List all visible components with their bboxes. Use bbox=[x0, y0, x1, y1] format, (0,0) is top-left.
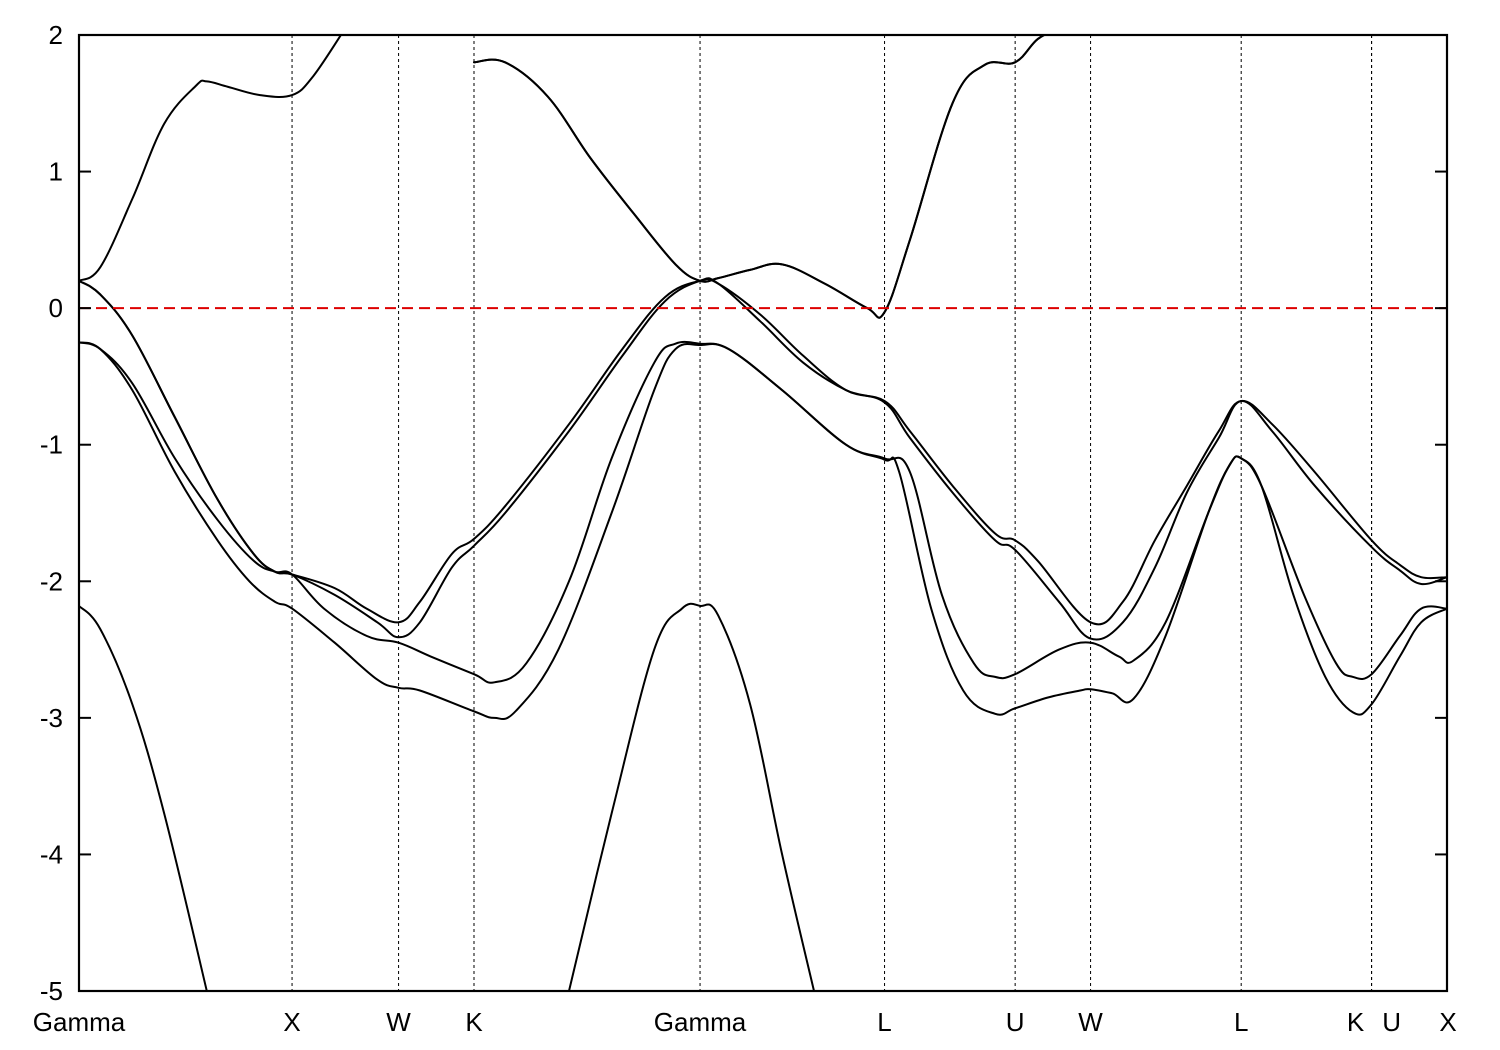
x-tick-label-11: X bbox=[1439, 1007, 1456, 1037]
y-tick-label-0: 2 bbox=[49, 20, 63, 50]
x-tick-label-7: W bbox=[1078, 1007, 1103, 1037]
band-line-1 bbox=[568, 602, 815, 991]
x-tick-label-2: W bbox=[386, 1007, 411, 1037]
y-tick-label-1: 1 bbox=[49, 157, 63, 187]
x-tick-label-3: K bbox=[465, 1007, 483, 1037]
y-tick-label-4: -2 bbox=[40, 566, 63, 596]
x-tick-label-6: U bbox=[1006, 1007, 1025, 1037]
y-tick-label-3: -1 bbox=[40, 430, 63, 460]
x-tick-label-4: Gamma bbox=[654, 1007, 747, 1037]
x-tick-label-8: L bbox=[1234, 1007, 1248, 1037]
y-tick-label-5: -3 bbox=[40, 703, 63, 733]
y-tick-label-7: -5 bbox=[40, 976, 63, 1006]
band-line-3 bbox=[79, 340, 1447, 684]
x-tick-label-9: K bbox=[1347, 1007, 1365, 1037]
x-axis-ticks: Gamma X W K Gamma L U W L K U X bbox=[33, 1007, 1457, 1037]
band-line-6 bbox=[79, 35, 343, 282]
x-tick-label-5: L bbox=[877, 1007, 891, 1037]
y-axis-ticks: 2 1 0 -1 -2 -3 -4 -5 bbox=[40, 20, 1447, 1006]
band-line-2 bbox=[79, 341, 1447, 721]
x-tick-label-1: X bbox=[283, 1007, 300, 1037]
band-line-5 bbox=[79, 277, 1447, 626]
y-tick-label-6: -4 bbox=[40, 839, 63, 869]
plot-frame bbox=[77, 33, 1449, 993]
band-line-0 bbox=[79, 604, 208, 991]
band-line-7 bbox=[473, 35, 1047, 319]
x-tick-label-0: Gamma bbox=[33, 1007, 126, 1037]
x-tick-label-10: U bbox=[1382, 1007, 1401, 1037]
kpoint-guide-lines bbox=[291, 35, 1373, 991]
band-lines bbox=[79, 35, 1447, 991]
y-tick-label-2: 0 bbox=[49, 293, 63, 323]
band-line-8 bbox=[473, 35, 1047, 319]
